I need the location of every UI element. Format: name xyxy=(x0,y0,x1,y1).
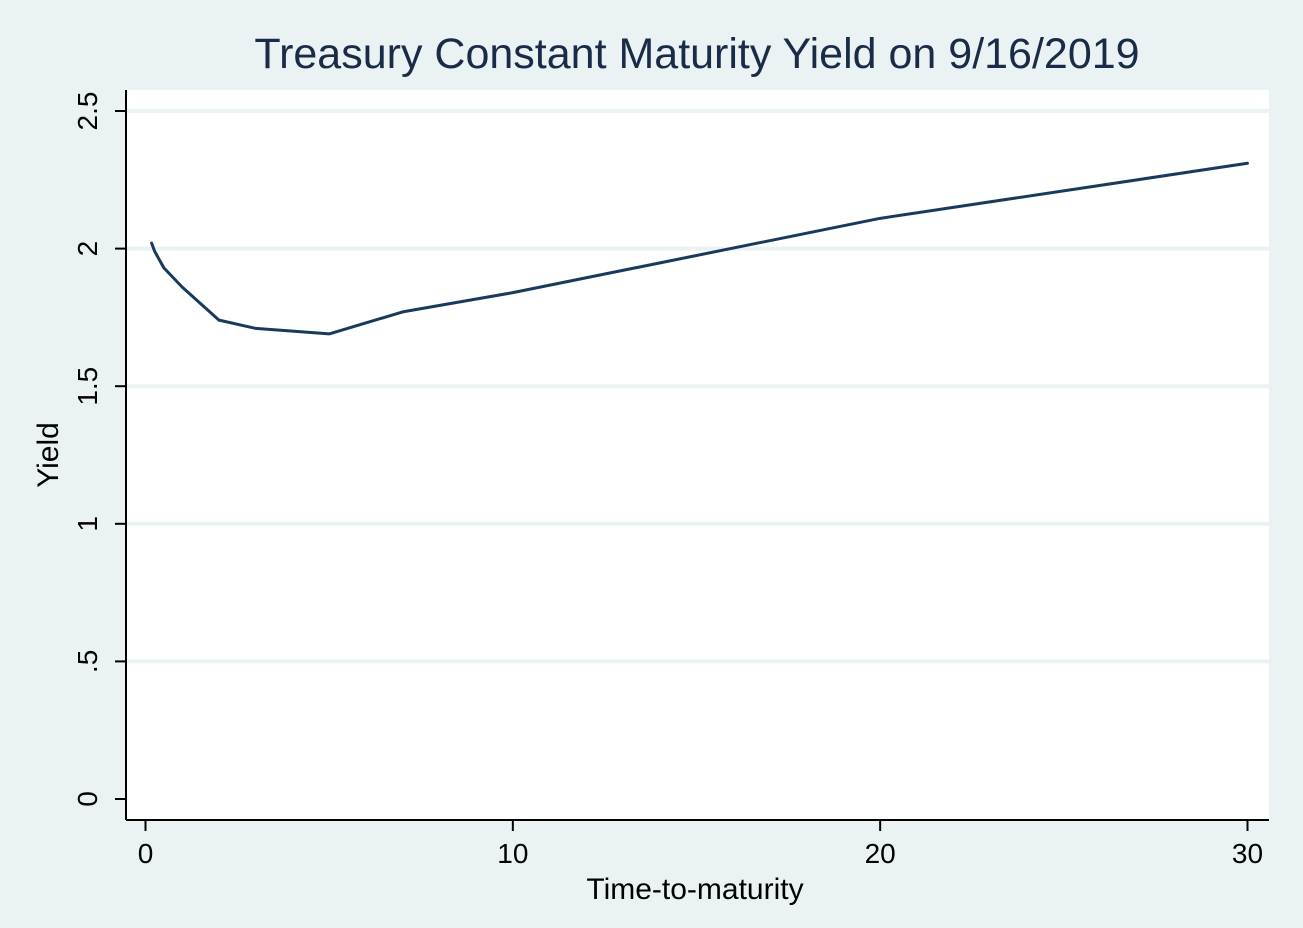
y-tick-label: 2 xyxy=(72,241,103,257)
x-tick-label: 10 xyxy=(497,838,528,869)
y-tick-label: 1 xyxy=(72,516,103,532)
chart-title: Treasury Constant Maturity Yield on 9/16… xyxy=(254,30,1139,78)
y-tick-label: .5 xyxy=(72,650,103,673)
plot-area xyxy=(126,90,1269,820)
x-tick-label: 30 xyxy=(1232,838,1263,869)
x-ticks: 0 10 20 30 xyxy=(138,820,1263,869)
series-line-yield xyxy=(150,161,1249,336)
x-tick-label: 0 xyxy=(138,838,154,869)
y-tick-label: 2.5 xyxy=(72,92,103,131)
x-tick-label: 20 xyxy=(865,838,896,869)
y-axis-label: Yield xyxy=(32,422,65,488)
y-ticks: 0 .5 1 1.5 2 2.5 xyxy=(72,92,126,807)
axes xyxy=(125,90,1269,821)
x-axis-label: Time-to-maturity xyxy=(586,873,803,906)
series-layer xyxy=(150,161,1249,336)
y-tick-label: 1.5 xyxy=(72,367,103,406)
gridlines xyxy=(127,109,1269,664)
y-tick-label: 0 xyxy=(72,791,103,807)
